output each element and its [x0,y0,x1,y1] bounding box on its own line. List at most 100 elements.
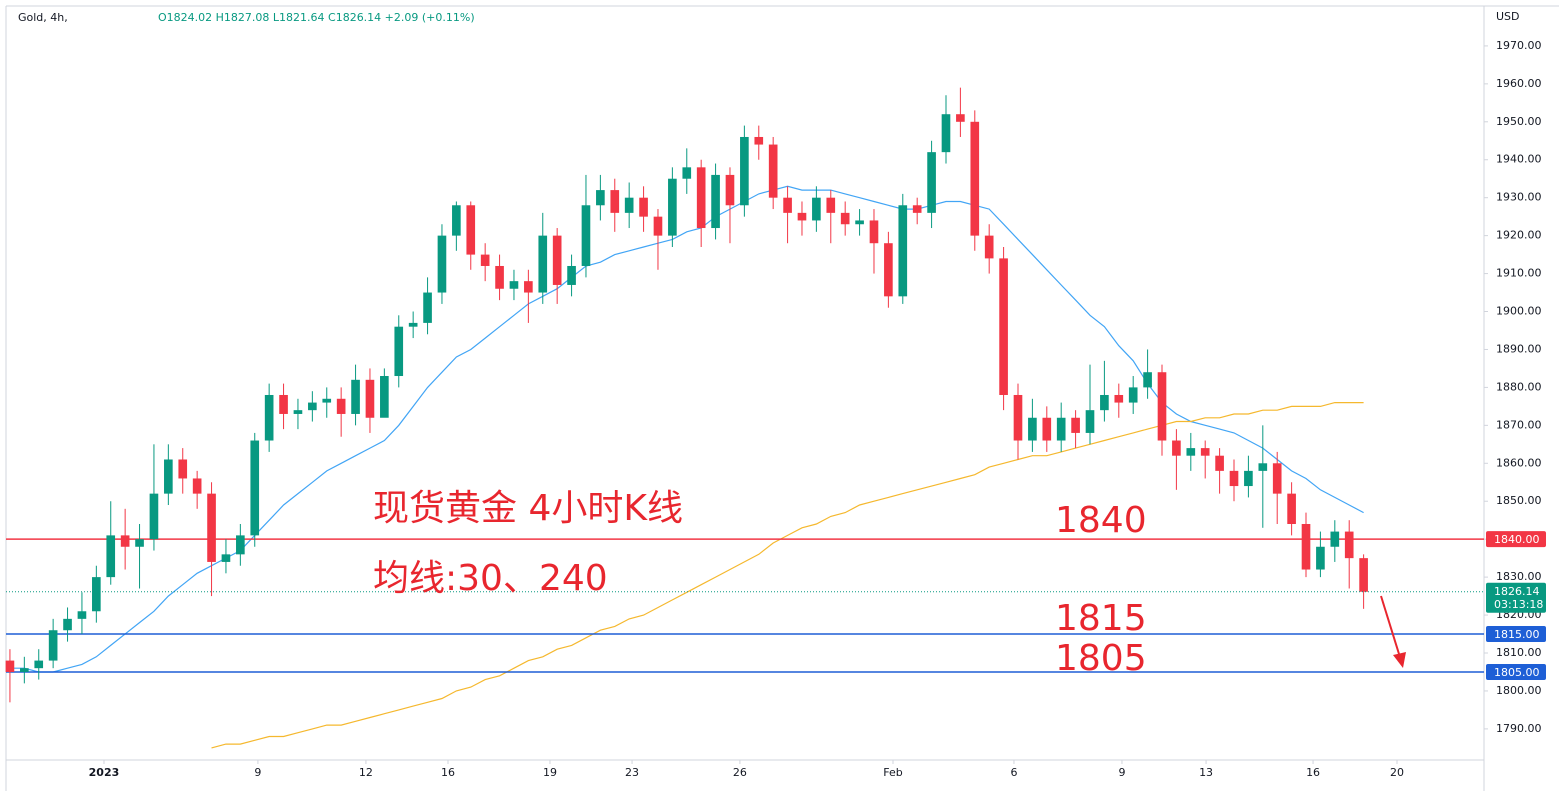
candle-body [711,174,720,229]
candle-body [452,205,461,236]
x-tick-label: 23 [625,766,639,779]
y-tick-label: 1870.00 [1496,418,1542,431]
candle-body [336,398,346,414]
candle-body [797,212,807,221]
candle-body [682,167,692,179]
candle-body [466,205,476,255]
candle-body [408,322,418,327]
candle-body [1128,387,1138,403]
x-tick-label: 9 [254,766,261,779]
last-price-tag [1486,582,1546,613]
candle-body [509,281,519,289]
candle-body [567,265,576,285]
candle-body [984,235,994,259]
candle-body [394,326,404,377]
price-level-tag [1486,663,1546,680]
candle-body [221,554,231,562]
candle-body [581,205,591,266]
candle-body [164,459,173,494]
price-level-tag-label: 1805.00 [1494,666,1540,679]
candle-body [1316,546,1325,570]
candle-body [812,197,821,221]
candle-body [1215,455,1224,471]
candle-body [351,379,360,414]
x-tick-label: 6 [1010,766,1017,779]
y-tick-label: 1860.00 [1496,456,1542,469]
candle-body [480,254,490,266]
candle-body [725,174,735,206]
candle-body [956,114,965,122]
candle-body [1013,394,1023,441]
x-tick-label: 9 [1118,766,1125,779]
x-tick-label: 2023 [89,766,120,779]
y-tick-label: 1800.00 [1496,684,1542,697]
price-level-tag [1486,531,1546,548]
candle-body [653,216,663,236]
ohlc-legend: O1824.02 H1827.08 L1821.64 C1826.14 +2.0… [158,11,475,24]
candle-body [696,167,706,229]
candle-body [106,535,116,578]
y-tick-label: 1970.00 [1496,39,1542,52]
currency: USD [1496,10,1520,23]
candle-body [120,535,130,547]
candle-body [1114,394,1124,403]
y-tick-label: 1790.00 [1496,722,1542,735]
y-tick-label: 1930.00 [1496,191,1542,204]
y-tick-label: 1960.00 [1496,77,1542,90]
candle-body [1186,448,1196,456]
plot-area [5,87,1484,749]
x-tick-label: 16 [441,766,455,779]
candle-body [970,121,980,236]
annotation: 1840 [1055,500,1147,541]
candle-body [63,618,72,631]
candle-body [1071,417,1080,433]
y-tick-label: 1900.00 [1496,305,1542,318]
y-tick-label: 1920.00 [1496,229,1542,242]
annotation: 现货黄金 4小时K线 [373,488,683,529]
candle-body [1229,470,1239,487]
candle-body [754,136,764,145]
candle-body [1301,523,1311,570]
candle-body [178,459,188,479]
candle-body [48,630,58,661]
candle-body [264,394,274,441]
candle-body [77,611,87,619]
candle-body [1157,372,1167,441]
arrow-shaft [1380,595,1400,655]
candle-body [380,376,389,418]
x-tick-label: 16 [1306,766,1320,779]
candle-body [1056,417,1066,441]
x-tick-label: 12 [359,766,373,779]
y-tick-label: 1890.00 [1496,342,1542,355]
candle-body [1258,463,1268,471]
annotation: 1805 [1055,638,1147,679]
candle-body [1287,493,1296,524]
candle-body [1272,463,1282,494]
candle-body [826,197,836,213]
x-tick-label: 19 [543,766,557,779]
candle-body [1042,417,1052,441]
candle-body [20,668,29,672]
candle-body [34,660,44,669]
y-tick-label: 1950.00 [1496,115,1542,128]
moving-average-line [9,185,1364,673]
candle-body [639,197,648,217]
y-tick-label: 1880.00 [1496,380,1542,393]
candle-body [279,394,288,414]
price-level-tag-label: 1840.00 [1494,533,1540,546]
candle-body [941,114,951,153]
candle-body [596,190,605,206]
candle-body [236,535,245,555]
countdown-label: 03:13:18 [1494,598,1543,611]
candle-body [1085,410,1095,433]
candle-body [783,197,792,213]
candle-body [999,258,1008,395]
candle-body [1143,372,1152,388]
candle-body [437,235,447,293]
candle-body [92,577,101,612]
candle-body [308,402,317,411]
candle-body [1100,394,1109,411]
